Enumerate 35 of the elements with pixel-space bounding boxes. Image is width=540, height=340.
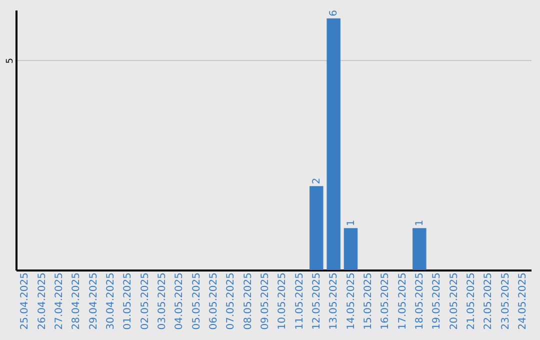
x-tick-label: 25.04.2025 xyxy=(20,272,31,330)
y-tick-label: 5 xyxy=(6,58,16,64)
data-label: 2 xyxy=(311,178,322,184)
x-tick-label: 10.05.2025 xyxy=(277,272,288,330)
x-tick-label: 12.05.2025 xyxy=(311,272,322,330)
x-tick-label: 06.05.2025 xyxy=(208,272,220,330)
x-tick-label: 13.05.2025 xyxy=(328,272,340,330)
x-tick-label: 28.04.2025 xyxy=(71,272,82,330)
data-label: 6 xyxy=(328,10,340,16)
x-tick-label: 22.05.2025 xyxy=(483,272,494,330)
x-tick-label: 08.05.2025 xyxy=(242,272,254,330)
x-tick-label: 07.05.2025 xyxy=(226,272,237,330)
x-tick-label: 04.05.2025 xyxy=(174,272,186,330)
x-tick-label: 29.04.2025 xyxy=(88,272,100,330)
x-tick-label: 05.05.2025 xyxy=(191,272,202,330)
x-tick-label: 01.05.2025 xyxy=(122,272,134,330)
x-tick-label: 21.05.2025 xyxy=(466,272,477,330)
x-tick-label: 11.05.2025 xyxy=(294,272,306,330)
x-tick-label: 24.05.2025 xyxy=(517,272,528,330)
x-tick-label: 02.05.2025 xyxy=(140,272,151,330)
x-tick-label: 16.05.2025 xyxy=(380,272,392,330)
x-tick-label: 26.04.2025 xyxy=(36,272,48,330)
x-tick-label: 18.05.2025 xyxy=(414,272,426,330)
x-tick-label: 14.05.2025 xyxy=(346,272,357,330)
x-tick-label: 15.05.2025 xyxy=(362,272,374,330)
x-tick-label: 19.05.2025 xyxy=(432,272,443,330)
data-label: 1 xyxy=(414,220,426,226)
data-label: 1 xyxy=(346,220,357,226)
x-tick-label: 09.05.2025 xyxy=(260,272,271,330)
x-tick-label: 03.05.2025 xyxy=(156,272,168,330)
x-tick-label: 17.05.2025 xyxy=(397,272,408,330)
x-tick-label: 30.04.2025 xyxy=(105,272,116,330)
x-tick-label: 20.05.2025 xyxy=(448,272,460,330)
x-tick-label: 23.05.2025 xyxy=(500,272,512,330)
x-tick-label: 27.04.2025 xyxy=(54,272,65,330)
